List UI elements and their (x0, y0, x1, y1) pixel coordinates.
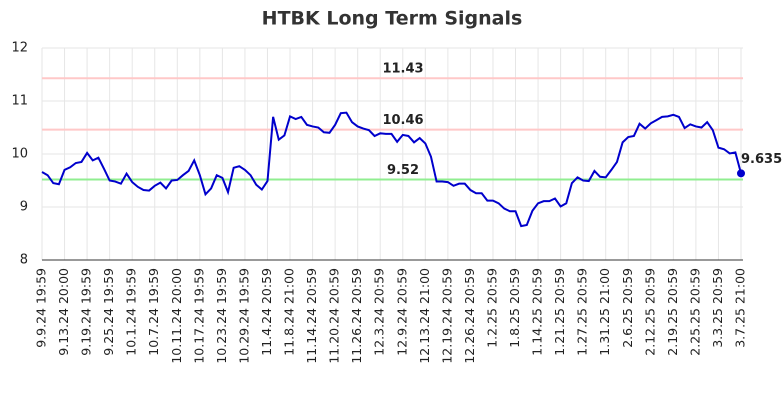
y-tick-label: 12 (11, 41, 28, 56)
x-tick-label: 12.26.24 20:59 (462, 268, 477, 364)
x-tick-label: 11.8.24 21:00 (282, 268, 297, 356)
x-tick-label: 10.23.24 19:59 (214, 268, 229, 364)
x-tick-label: 10.7.24 19:59 (146, 268, 161, 356)
last-point (737, 169, 745, 178)
level-label: 10.46 (382, 113, 423, 128)
x-tick-label: 9.25.24 19:59 (101, 268, 116, 356)
x-tick-label: 10.11.24 20:00 (169, 268, 184, 364)
x-tick-label: 1.27.25 20:59 (575, 268, 590, 356)
x-tick-label: 3.7.25 21:00 (733, 268, 748, 348)
x-tick-label: 2.6.25 20:59 (620, 268, 635, 348)
last-value-label: 9.635 (741, 152, 782, 167)
x-tick-label: 1.21.25 20:59 (552, 268, 567, 356)
y-tick-label: 8 (20, 253, 28, 268)
x-tick-label: 11.26.24 20:59 (349, 268, 364, 364)
chart-title: HTBK Long Term Signals (262, 8, 523, 30)
level-label: 9.52 (387, 163, 419, 178)
y-tick-label: 11 (11, 94, 28, 109)
x-tick-label: 9.13.24 20:00 (56, 268, 71, 356)
y-tick-label: 10 (11, 147, 28, 162)
x-tick-label: 2.12.25 20:59 (642, 268, 657, 356)
x-tick-label: 11.14.24 20:59 (304, 268, 319, 364)
x-tick-label: 12.13.24 21:00 (417, 268, 432, 364)
x-tick-label: 1.8.25 20:59 (507, 268, 522, 348)
x-tick-label: 1.2.25 20:59 (484, 268, 499, 348)
x-tick-label: 12.3.24 20:59 (372, 268, 387, 356)
x-tick-label: 2.25.25 20:59 (687, 268, 702, 356)
x-tick-label: 12.9.24 20:59 (394, 268, 409, 356)
x-tick-label: 11.4.24 20:59 (259, 268, 274, 356)
x-tick-label: 9.19.24 19:59 (79, 268, 94, 356)
x-tick-label: 10.29.24 19:59 (236, 268, 251, 364)
x-tick-label: 1.14.25 20:59 (530, 268, 545, 356)
x-tick-label: 10.1.24 19:59 (124, 268, 139, 356)
x-tick-label: 3.3.25 20:59 (710, 268, 725, 348)
y-tick-label: 9 (20, 200, 28, 215)
x-tick-label: 1.31.25 21:00 (597, 268, 612, 356)
x-tick-label: 12.19.24 20:59 (439, 268, 454, 364)
level-label: 11.43 (382, 62, 423, 77)
x-tick-label: 9.9.24 19:59 (34, 268, 49, 348)
x-tick-label: 10.17.24 19:59 (191, 268, 206, 364)
x-tick-label: 11.20.24 20:59 (327, 268, 342, 364)
x-tick-label: 2.19.25 20:59 (665, 268, 680, 356)
line-series (41, 111, 742, 228)
